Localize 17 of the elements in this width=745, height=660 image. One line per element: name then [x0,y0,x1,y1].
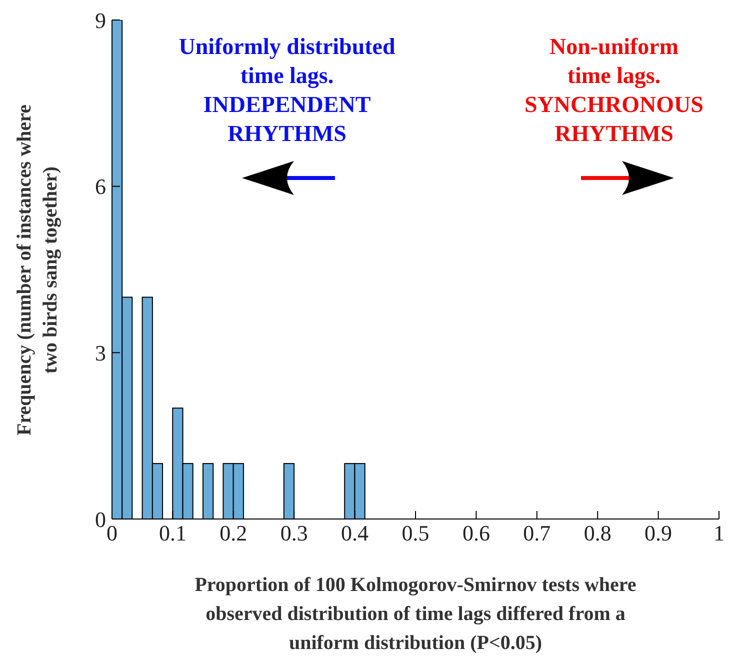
x-axis-title: Proportion of 100 Kolmogorov-Smirnov tests where observed distribution of time lags differed from a uniform distribution (P<0.05) [194,573,638,656]
y-tick-label: 6 [95,174,106,200]
y-axis-title: Frequency (number of instances where two birds sang together) [13,104,63,436]
annotation: Uniformly distributed time lags. INDEPENDENT RHYTHMS [178,33,396,148]
x-tick-label: 0.5 [402,520,430,546]
x-tick-label: 1 [714,520,724,546]
x-tick-label: 0.2 [220,520,248,546]
x-tick-label: 0.4 [341,520,369,546]
y-tick-label: 3 [95,340,106,366]
x-tick-label: 0.6 [462,520,490,546]
x-tick-label: 0.7 [523,520,551,546]
x-tick-label: 0.1 [158,520,186,546]
x-tick-label: 0.9 [644,520,672,546]
x-tick-label: 0.8 [584,520,612,546]
y-tick-label: 9 [95,8,106,33]
x-tick-label: 0.3 [280,520,308,546]
annotation: Non-uniform time lags. SYNCHRONOUS RHYTHMS [524,33,704,148]
